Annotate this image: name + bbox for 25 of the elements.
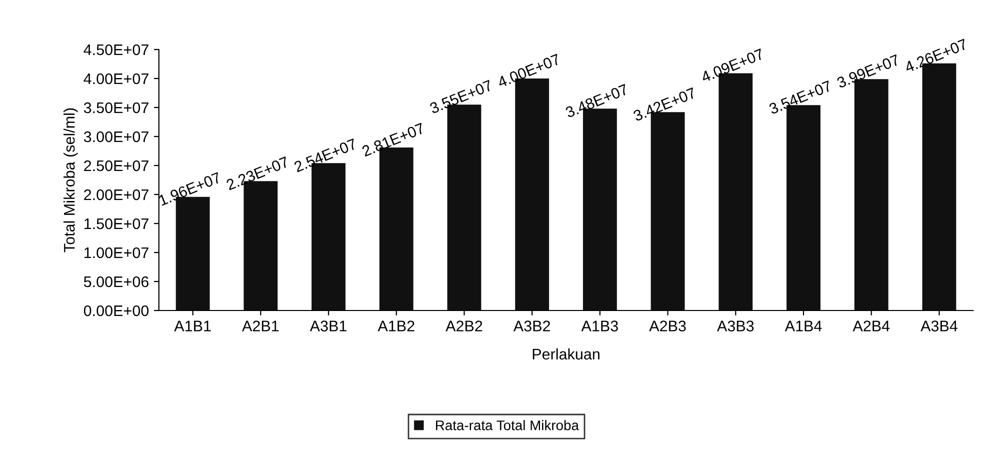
x-axis-title: Perlakuan <box>532 348 600 360</box>
x-tick-label: A1B4 <box>784 320 822 332</box>
x-tick-label: A3B4 <box>920 320 958 332</box>
y-axis-title: Total Mikroba (sel/ml) <box>64 108 78 252</box>
y-tick-label: 1.00E+07 <box>84 247 148 258</box>
y-tick-label: 5.00E+06 <box>84 276 148 288</box>
x-tick-label: A3B3 <box>716 320 754 332</box>
x-tick-label: A1B3 <box>581 320 618 332</box>
y-tick-label: 1.50E+07 <box>84 218 148 230</box>
x-tick-label: A1B2 <box>378 320 414 332</box>
x-tick-label: A2B4 <box>852 320 890 332</box>
y-tick-label: 0.00E+00 <box>84 305 149 316</box>
y-tick-label: 3.00E+07 <box>84 131 148 142</box>
x-tick-label: A2B2 <box>446 320 482 332</box>
x-tick-label: A3B1 <box>310 320 346 332</box>
y-tick-label: 2.50E+07 <box>84 160 148 172</box>
y-tick-label: 3.50E+07 <box>84 102 148 114</box>
y-tick-label: 2.00E+07 <box>84 189 148 200</box>
y-tick-label: 4.50E+07 <box>84 44 148 56</box>
x-tick-label: A1B1 <box>174 320 211 332</box>
legend-label: Rata-rata Total Mikroba <box>436 420 579 430</box>
x-tick-label: A3B2 <box>513 320 550 332</box>
y-tick-label: 4.00E+07 <box>84 73 148 84</box>
x-tick-label: A2B1 <box>242 320 279 332</box>
x-tick-label: A2B3 <box>649 320 686 332</box>
